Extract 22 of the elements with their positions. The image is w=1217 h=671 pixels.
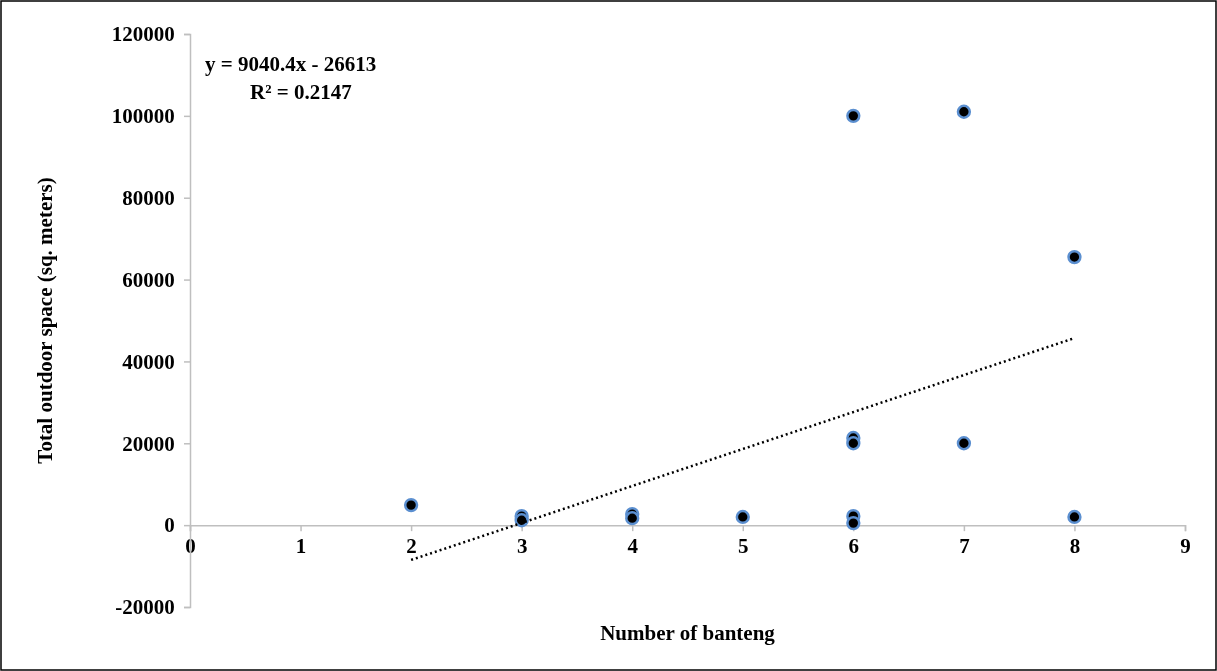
y-tick-label: 0 [164, 513, 175, 538]
x-tick-label: 9 [1180, 534, 1191, 559]
y-tick-label: 60000 [122, 267, 175, 292]
x-tick-label: 7 [959, 534, 970, 559]
y-axis-title: Total outdoor space (sq. meters) [33, 177, 57, 464]
x-tick-label: 3 [516, 534, 528, 559]
x-tick-label: 2 [406, 534, 417, 559]
x-tick-label: 6 [848, 534, 860, 559]
y-tick-label: 120000 [111, 22, 175, 47]
x-tick-label: 0 [185, 534, 196, 559]
y-tick-label: 40000 [122, 349, 175, 374]
y-tick-label: 100000 [111, 104, 175, 129]
x-tick-label: 4 [627, 534, 639, 559]
x-axis-title: Number of banteng [600, 621, 776, 645]
y-tick-label: -20000 [115, 595, 175, 620]
annotation: R² = 0.2147 [250, 80, 352, 104]
x-tick-label: 5 [738, 534, 749, 559]
x-tick-label: 8 [1069, 534, 1081, 559]
annotation: y = 9040.4x - 26613 [205, 52, 377, 76]
x-tick-label: 1 [295, 534, 307, 559]
y-tick-label: 80000 [122, 185, 175, 210]
y-tick-label: 20000 [122, 431, 175, 456]
